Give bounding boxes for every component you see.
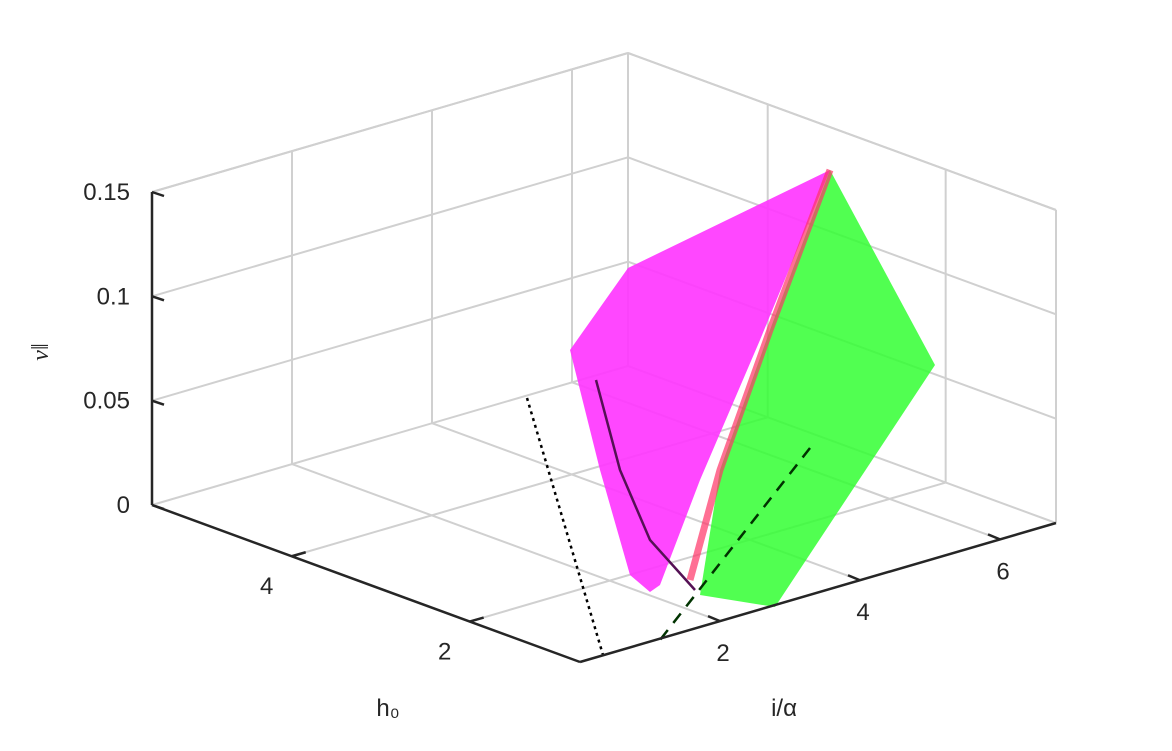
ridge-line [686,168,834,581]
y-tick-label: 4 [260,573,273,600]
x-axis-label: i/α [771,695,797,722]
z-tick-label: 0.1 [97,283,130,310]
x-tick [707,614,721,623]
x-axis [579,521,1057,664]
dotted-line [525,397,605,656]
grid-line [151,365,629,506]
x-tick [987,533,1001,541]
x-tick-label: 2 [716,640,729,667]
z-tick [151,295,165,302]
z-axis-label: v‖ [28,343,54,360]
grid-line [151,156,629,298]
z-tick-label: 0.05 [83,388,130,415]
z-tick [151,190,165,198]
z-tick-label: 0 [117,492,130,519]
y-tick [469,616,485,623]
y-tick [291,551,307,558]
z-tick [151,503,165,511]
grid-line [291,463,721,623]
x-tick-label: 6 [996,558,1009,585]
z-tick [151,399,165,406]
grid-line [627,52,1057,211]
x-tick-label: 4 [856,599,869,626]
green-surface [700,170,935,607]
grid-line [151,52,629,193]
solid-curve [594,379,696,591]
y-axis-label: h₀ [376,695,399,722]
grid-line [151,260,629,402]
x-tick [847,574,861,582]
magenta-surface [570,170,830,592]
y-tick-label: 2 [438,639,451,666]
axes: 2 4 6 2 4 0 0.05 0.1 0.15 [83,179,1057,667]
y-axis [151,503,581,664]
z-tick-label: 0.15 [83,179,130,206]
